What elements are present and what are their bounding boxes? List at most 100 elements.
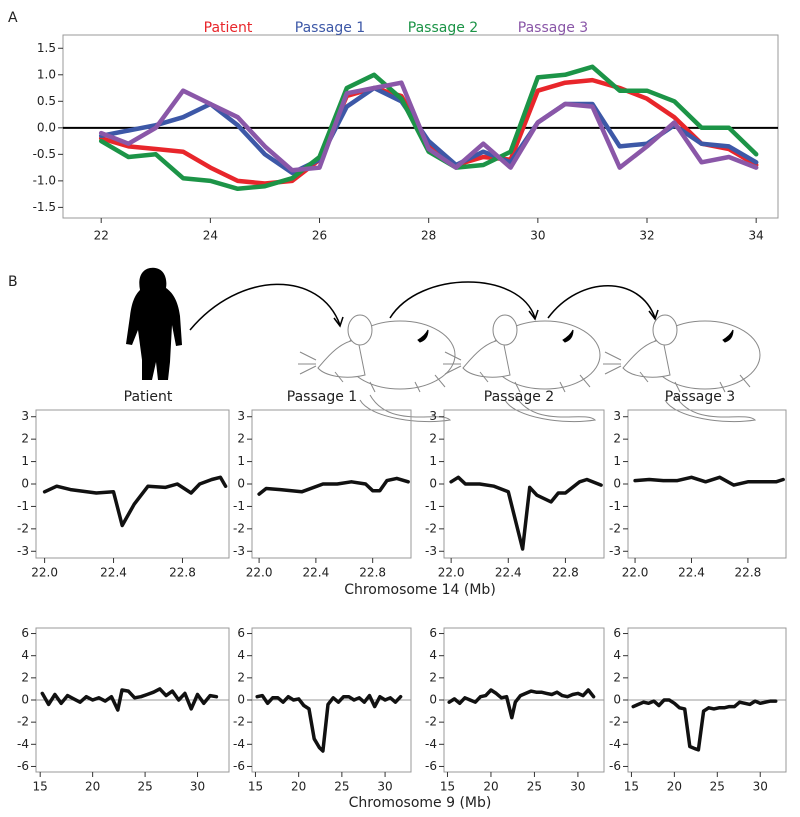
x-tick-label: 20 [291,780,306,794]
x-tick-label: 30 [753,780,768,794]
y-tick-label: -6 [425,759,437,773]
legend-entry: Patient [204,20,253,36]
y-tick-label: 0 [429,693,437,707]
x-tick-label: 25 [334,780,349,794]
y-tick-label: 2 [237,670,245,684]
panel-label: B [8,274,18,290]
y-tick-label: -2 [609,715,621,729]
arrows [189,281,659,331]
x-tick-label: 34 [749,229,764,243]
x-tick-label: 30 [530,229,545,243]
legend-entry: Passage 3 [518,20,588,36]
y-tick-label: -1 [425,499,437,513]
y-tick-label: -1.0 [33,173,56,187]
y-tick-label: 1 [237,454,245,468]
legend-entry: Passage 1 [295,20,365,36]
y-tick-label: -2 [233,715,245,729]
data-line [98,80,759,173]
x-tick-label: 22.4 [495,566,522,580]
y-tick-label: -1 [17,499,29,513]
x-tick-label: 32 [639,229,654,243]
y-tick-label: 0 [237,477,245,491]
patient-silhouette [126,267,182,380]
illustration-label: Patient [124,389,173,405]
y-tick-label: -6 [17,759,29,773]
y-tick-label: 2 [21,432,29,446]
x-tick-label: 22.4 [100,566,127,580]
x-tick-label: 15 [440,780,455,794]
data-line [449,475,603,551]
y-tick-label: -1 [609,499,621,513]
legend-entry: Passage 2 [408,20,478,36]
y-tick-label: -4 [425,737,437,751]
panel-label: A [8,10,18,26]
x-tick-label: 15 [33,780,48,794]
data-line [40,687,219,712]
mouse [602,314,761,423]
y-tick-label: 1 [429,454,437,468]
x-tick-label: 15 [248,780,263,794]
y-tick-label: -4 [609,737,621,751]
x-tick-label: 22.8 [735,566,762,580]
x-tick-label: 25 [137,780,152,794]
data-line [447,688,596,720]
x-tick-label: 22.0 [31,566,58,580]
x-tick-label: 24 [203,229,218,243]
data-line [42,475,228,528]
x-tick-label: 22.8 [359,566,386,580]
y-tick-label: 0.5 [37,94,56,108]
y-tick-label: 0 [21,477,29,491]
x-tick-label: 25 [710,780,725,794]
y-tick-label: -2 [425,715,437,729]
y-tick-label: -2 [17,521,29,535]
y-tick-label: -3 [609,544,621,558]
y-tick-label: 6 [21,626,29,640]
x-tick-label: 30 [377,780,392,794]
y-tick-label: -2 [233,521,245,535]
y-tick-label: 1.5 [37,41,56,55]
y-tick-label: -4 [233,737,245,751]
y-tick-label: 4 [21,648,29,662]
y-tick-label: 0.0 [37,120,56,134]
plot-frame [627,409,787,559]
y-tick-label: 6 [613,626,621,640]
mouse [442,314,601,423]
y-tick-label: -6 [609,759,621,773]
y-tick-label: -1.5 [33,200,56,214]
y-tick-label: 4 [429,648,437,662]
x-tick-label: 22 [94,229,109,243]
y-tick-label: -2 [17,715,29,729]
x-tick-label: 15 [624,780,639,794]
y-tick-label: -2 [425,521,437,535]
x-tick-label: 22.0 [438,566,465,580]
y-tick-label: 4 [237,648,245,662]
x-tick-label: 30 [190,780,205,794]
y-tick-label: 2 [613,432,621,446]
y-tick-label: 2 [237,432,245,446]
x-tick-label: 28 [421,229,436,243]
y-tick-label: 6 [237,626,245,640]
x-tick-label: 20 [667,780,682,794]
x-tick-label: 20 [85,780,100,794]
y-tick-label: 0 [429,477,437,491]
illustration-label: Passage 1 [287,389,357,405]
x-tick-label: 22.0 [246,566,273,580]
y-tick-label: 1.0 [37,67,56,81]
y-tick-label: -3 [425,544,437,558]
y-tick-label: 2 [21,670,29,684]
data-line [255,693,403,753]
y-tick-label: 0 [237,693,245,707]
x-tick-label: 22.8 [169,566,196,580]
y-tick-label: -6 [233,759,245,773]
x-tick-label: 22.0 [622,566,649,580]
mouse [297,314,456,423]
y-tick-label: -3 [17,544,29,558]
illustration-label: Passage 2 [484,389,554,405]
y-tick-label: -4 [17,737,29,751]
y-tick-label: 0 [21,693,29,707]
y-tick-label: 2 [613,670,621,684]
x-axis-label: Chromosome 14 (Mb) [344,582,496,598]
y-tick-label: 3 [613,409,621,423]
x-axis-label: Chromosome 9 (Mb) [349,795,492,811]
